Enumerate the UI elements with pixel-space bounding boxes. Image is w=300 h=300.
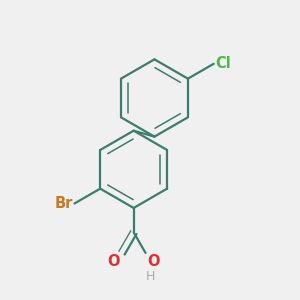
Text: Br: Br	[55, 196, 73, 211]
Text: O: O	[107, 254, 119, 269]
Text: H: H	[146, 270, 155, 283]
Text: O: O	[147, 254, 160, 268]
Text: Cl: Cl	[215, 56, 231, 71]
